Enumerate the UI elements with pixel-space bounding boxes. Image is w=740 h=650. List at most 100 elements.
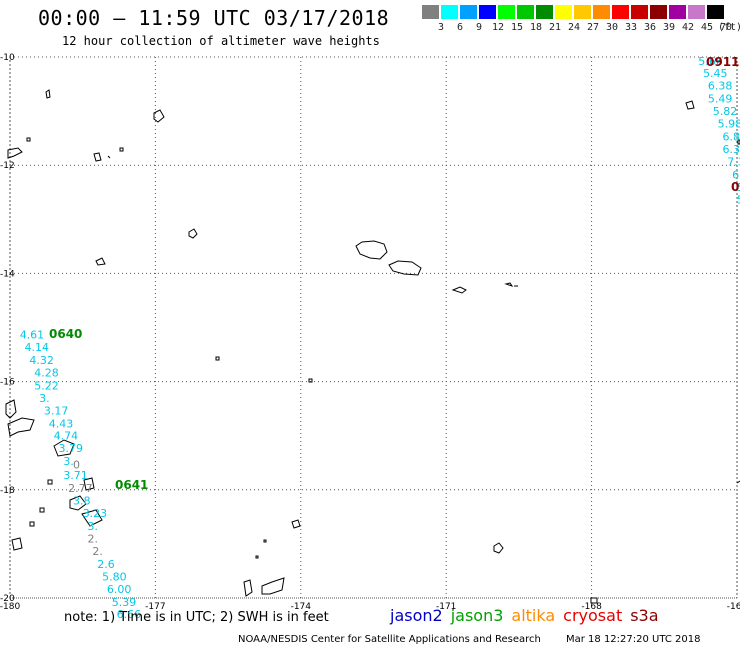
island-tonga-2 (261, 577, 285, 595)
swh-reading: 2.6 (97, 558, 115, 571)
pass-label: 0641 (115, 478, 148, 492)
scale-swatch (574, 5, 591, 19)
latitude-tick-label: -20 (0, 594, 15, 604)
latitude-tick-label: -18 (0, 486, 15, 496)
swh-reading: 3.17 (44, 404, 69, 417)
longitude-tick-label: -165 (727, 602, 740, 612)
swh-reading: 4.14 (25, 341, 50, 354)
island-small-2 (215, 356, 220, 361)
island-savaii (388, 260, 422, 276)
longitude-tick-label: -171 (436, 602, 456, 612)
map-frame (9, 56, 738, 599)
scale-swatch (631, 5, 648, 19)
longitude-tick-label: -168 (581, 602, 602, 612)
scale-label: 45 (700, 22, 714, 33)
scale-swatch (498, 5, 515, 19)
swh-reading: 7.39 (727, 155, 740, 168)
island-north-2 (7, 147, 23, 159)
swh-reading: 5.22 (34, 379, 59, 392)
legend-altika: altika (511, 606, 556, 625)
scale-swatch (650, 5, 667, 19)
scale-swatch (479, 5, 496, 19)
scale-label: 42 (681, 22, 695, 33)
island-north-1 (45, 89, 51, 99)
scale-label: 3 (437, 22, 445, 33)
pass-label: 0 (731, 180, 739, 194)
scale-swatch (460, 5, 477, 19)
scale-label: 30 (605, 22, 619, 33)
swh-reading: 6.00 (107, 583, 132, 596)
map-title: 00:00 – 11:59 UTC 03/17/2018 (38, 6, 390, 30)
island-outlines (5, 89, 740, 604)
island-niue (493, 542, 504, 554)
latitude-tick-label: -10 (0, 53, 15, 63)
island-lau-1 (69, 495, 87, 511)
swh-reading: 3. (39, 392, 50, 405)
swh-reading: 0 (73, 458, 80, 471)
scale-label: 39 (662, 22, 676, 33)
island-niuatoputapu (93, 152, 111, 162)
swh-reading: 4.43 (49, 417, 73, 430)
scale-swatch (707, 5, 724, 19)
latitude-tick-label: -12 (0, 161, 15, 171)
swh-reading: 5.45 (703, 67, 728, 80)
scale-swatch (593, 5, 610, 19)
scale-label: 6 (456, 22, 464, 33)
scale-swatch (612, 5, 629, 19)
scale-label: 24 (567, 22, 581, 33)
scale-label: 33 (624, 22, 638, 33)
swh-reading: 5.55 (737, 181, 740, 194)
legend-cryosat: cryosat (563, 606, 623, 625)
island-tonga-3 (291, 519, 301, 529)
swh-reading: 3.23 (83, 507, 108, 520)
scale-swatch (441, 5, 458, 19)
longitude-tick-label: -174 (291, 602, 312, 612)
pass-label: 0911 (706, 55, 739, 69)
swh-reading: 3.79 (58, 442, 83, 455)
swh-reading: 5.82 (713, 105, 738, 118)
island-fiji-4 (83, 477, 95, 491)
island-fiji-3 (53, 439, 75, 457)
scale-swatch (422, 5, 439, 19)
island-tonga-1 (243, 579, 253, 597)
scale-swatch (555, 5, 572, 19)
scale-swatch (669, 5, 686, 19)
swh-reading: 5.18 (737, 193, 740, 206)
swh-reading: 6.38 (708, 80, 733, 93)
map-subtitle: 12 hour collection of altimeter wave hei… (62, 34, 380, 48)
scale-label: 9 (475, 22, 483, 33)
swh-reading: 6.82 (722, 131, 740, 144)
legend-jason3: jason3 (450, 606, 504, 625)
island-manua (504, 282, 518, 287)
scale-swatch (517, 5, 534, 19)
scale-label: 36 (643, 22, 657, 33)
swh-reading: 2. (88, 532, 99, 545)
island-futuna (153, 109, 165, 123)
swh-reading: 3. (88, 520, 99, 533)
swh-reading: 2.77 (68, 482, 93, 495)
island-lau-2 (81, 509, 103, 527)
axis-tick-labels: -180 -177 -174 -171 -168 -165 -10 -12 -14 -16 -18 -… (0, 53, 740, 612)
island-fiji-2 (7, 417, 35, 437)
island-tutuila (451, 286, 467, 294)
island-lau-4 (29, 479, 53, 527)
island-misc-3 (685, 100, 740, 145)
scale-label: 21 (548, 22, 562, 33)
scale-label: 27 (586, 22, 600, 33)
swh-reading: 3.8 (73, 495, 91, 508)
latitude-tick-label: -16 (0, 378, 15, 388)
swh-reading: 5.98 (718, 118, 740, 131)
scale-label: 70 (719, 22, 733, 33)
swh-reading: 4.28 (34, 366, 59, 379)
legend-jason2: jason2 (390, 606, 443, 625)
island-misc-4 (26, 137, 124, 152)
island-upolu (355, 240, 388, 260)
swh-reading: 4.61 (20, 329, 45, 342)
scale-swatch (688, 5, 705, 19)
grid-lines (9, 56, 738, 599)
latitude-tick-label: -14 (0, 269, 15, 279)
swh-reading: 5.80 (102, 570, 127, 583)
footer-credit: NOAA/NESDIS Center for Satellite Applica… (238, 634, 541, 645)
pass-label: 0640 (49, 327, 82, 341)
